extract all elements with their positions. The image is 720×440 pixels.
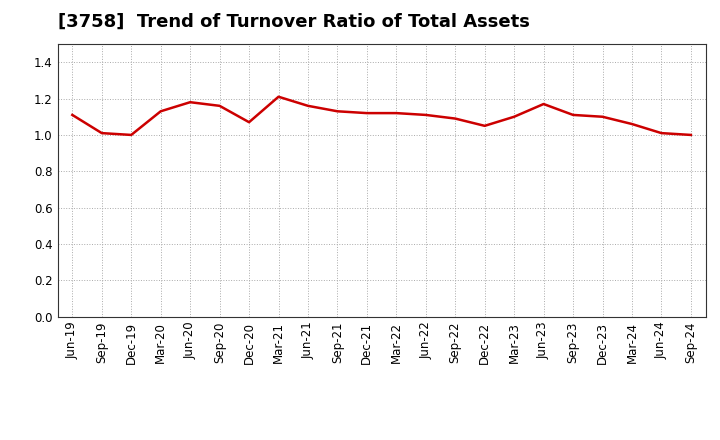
Text: [3758]  Trend of Turnover Ratio of Total Assets: [3758] Trend of Turnover Ratio of Total … (58, 13, 529, 31)
